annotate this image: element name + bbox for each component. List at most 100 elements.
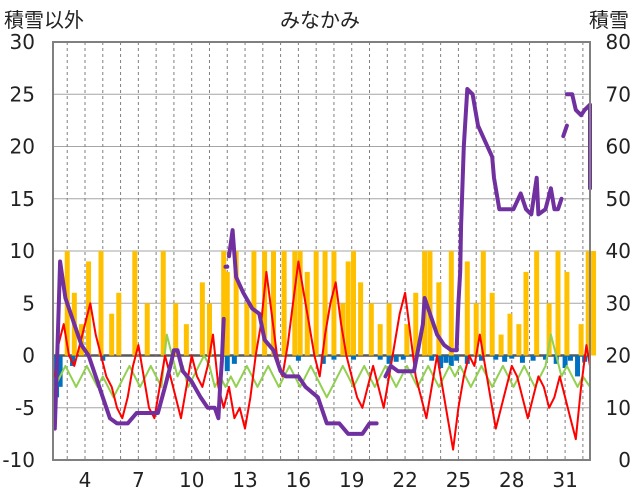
left-tick-label: 0	[22, 344, 35, 368]
sunshine-bar	[400, 355, 406, 360]
right-axis-label: 積雪	[589, 8, 629, 32]
x-tick-label: 28	[499, 468, 524, 492]
x-tick-label: 10	[179, 468, 204, 492]
precipitation-bar	[116, 292, 122, 356]
precipitation-bar	[199, 282, 205, 356]
snow-depth-line	[52, 259, 226, 431]
sunshine-bar	[377, 355, 383, 360]
precipitation-bar	[313, 251, 319, 356]
precipitation-bar	[436, 282, 442, 356]
sunshine-bar	[331, 355, 337, 360]
precipitation-bar	[322, 251, 328, 356]
right-tick-label: 30	[606, 291, 631, 315]
right-tick-label: 20	[606, 344, 631, 368]
precipitation-bar	[251, 251, 257, 356]
precipitation-bar	[244, 303, 250, 356]
snow-depth-line	[227, 228, 379, 436]
precipitation-bar	[262, 251, 268, 356]
precipitation-bar	[507, 313, 513, 356]
sunshine-bar	[519, 355, 525, 363]
sunshine-bar	[320, 355, 326, 364]
x-tick-label: 22	[392, 468, 417, 492]
precipitation-bar	[591, 251, 597, 356]
sunshine-bar	[509, 355, 515, 359]
precipitation-bar	[132, 251, 138, 356]
precipitation-bar	[358, 282, 364, 356]
precipitation-bar	[281, 251, 287, 356]
sunshine-bar	[454, 355, 460, 361]
sunshine-bar	[231, 355, 237, 364]
precipitation-bar	[368, 303, 374, 356]
precipitation-bar	[464, 261, 470, 356]
precipitation-bar	[351, 251, 357, 356]
left-tick-label: -5	[15, 396, 35, 420]
left-tick-label: 20	[10, 135, 35, 159]
snow-depth-line	[561, 123, 569, 139]
right-tick-label: 80	[606, 30, 631, 54]
sunshine-bar	[351, 355, 357, 360]
precipitation-bar	[413, 292, 419, 356]
precipitation-bar	[473, 303, 479, 356]
sunshine-bar	[543, 355, 549, 360]
right-tick-label: 50	[606, 187, 631, 211]
sunshine-bar	[479, 355, 485, 361]
sunshine-bar	[530, 355, 536, 361]
precipitation-bar	[427, 251, 433, 356]
x-tick-label: 31	[552, 468, 577, 492]
precipitation-bar	[345, 261, 351, 356]
precipitation-bar	[221, 251, 227, 356]
precipitation-bar	[386, 303, 392, 356]
precipitation-bar	[498, 334, 504, 356]
precipitation-bar	[489, 292, 495, 356]
right-tick-label: 60	[606, 135, 631, 159]
right-tick-label: 10	[606, 396, 631, 420]
precipitation-bar	[233, 251, 239, 356]
snow-depth-line	[383, 87, 564, 379]
precipitation-bar	[160, 251, 166, 356]
precipitation-bar	[206, 303, 212, 356]
precipitation-bar	[404, 324, 410, 356]
precipitation-bar	[224, 271, 230, 356]
sunshine-bar	[553, 355, 559, 364]
sunshine-bar	[429, 355, 435, 361]
precipitation-bar	[523, 271, 529, 356]
sunshine-bar	[567, 355, 573, 361]
sunshine-bar	[443, 355, 449, 363]
left-tick-label: 10	[10, 239, 35, 263]
x-tick-label: 7	[132, 468, 145, 492]
sunshine-bar	[493, 355, 499, 360]
precipitation-bar	[183, 324, 189, 356]
sunshine-bar	[562, 355, 568, 369]
precipitation-bar	[292, 251, 298, 356]
precipitation-bar	[555, 251, 561, 356]
left-tick-label: 5	[22, 291, 35, 315]
sunshine-bar	[57, 355, 63, 387]
left-tick-label: 30	[10, 30, 35, 54]
sunshine-bar	[295, 355, 301, 361]
sunshine-bar	[393, 355, 399, 362]
x-tick-label: 19	[339, 468, 364, 492]
precipitation-bar	[270, 251, 276, 356]
sunshine-bar	[224, 355, 230, 372]
precipitation-bar	[109, 313, 115, 356]
snow-depth-line	[564, 92, 592, 191]
right-tick-label: 0	[618, 448, 631, 472]
precipitation-bar	[98, 251, 104, 356]
precipitation-bar	[331, 251, 337, 356]
x-tick-label: 4	[79, 468, 92, 492]
precipitation-bar	[585, 251, 591, 356]
plot-frame	[52, 41, 591, 461]
left-tick-label: 25	[10, 82, 35, 106]
chart-title: みなかみ	[280, 8, 360, 32]
precipitation-bar	[534, 251, 540, 356]
precipitation-bar	[480, 251, 486, 356]
precipitation-bar	[578, 324, 584, 356]
temperature-max-swing-line	[53, 260, 591, 451]
precipitation-bar	[546, 303, 552, 356]
sunshine-bar	[575, 355, 581, 377]
precipitation-bar	[377, 324, 383, 356]
precipitation-bar	[173, 303, 179, 356]
sunshine-bar	[438, 355, 444, 369]
x-tick-label: 13	[232, 468, 257, 492]
